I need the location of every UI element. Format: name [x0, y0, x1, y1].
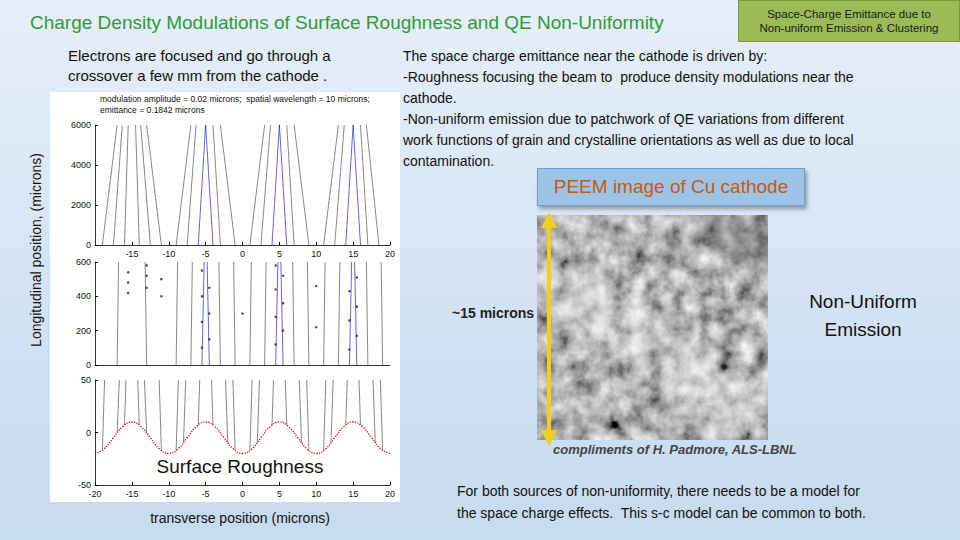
svg-text:2000: 2000 [71, 200, 91, 210]
svg-text:modulation amplitude = 0.02 mi: modulation amplitude = 0.02 microns; spa… [100, 94, 370, 104]
svg-text:15: 15 [348, 489, 358, 499]
html-text:Longitudinal position, (micron: Longitudinal position, (microns) [28, 153, 44, 347]
html-text:For both sources of non-unifor: For both sources of non-uniformity, ther… [457, 483, 860, 499]
html-text:The space charge emittance nea: The space charge emittance near the cath… [403, 48, 768, 64]
html-text:transverse position (microns): transverse position (microns) [150, 510, 330, 526]
svg-text:-10: -10 [162, 489, 175, 499]
svg-text:-10: -10 [162, 249, 175, 259]
svg-text:0: 0 [86, 360, 91, 370]
svg-text:200: 200 [76, 326, 91, 336]
svg-text:20: 20 [385, 249, 395, 259]
svg-text:-15: -15 [125, 489, 138, 499]
html-text:contamination.: contamination. [403, 153, 495, 169]
svg-text:-5: -5 [202, 489, 210, 499]
html-text:Electrons are focused and go t: Electrons are focused and go through a [68, 47, 331, 64]
svg-text:10: 10 [311, 489, 321, 499]
svg-text:6000: 6000 [71, 120, 91, 130]
html-text:crossover a few mm from the ca: crossover a few mm from the cathode . [68, 67, 328, 84]
html-text:PEEM image of Cu cathode: PEEM image of Cu cathode [553, 176, 789, 197]
svg-text:-20: -20 [88, 489, 101, 499]
html-text:cathode.: cathode. [403, 90, 457, 106]
html-text:~15 microns: ~15 microns [452, 305, 535, 321]
svg-text:20: 20 [385, 489, 395, 499]
html-text:Space-Charge Emittance due to: Space-Charge Emittance due to [767, 8, 931, 20]
html-text:-Roughness focusing the beam t: -Roughness focusing the beam to produce … [403, 69, 854, 85]
html-text:Surface Roughness: Surface Roughness [156, 456, 324, 477]
svg-text:5: 5 [277, 489, 282, 499]
html-text:Charge Density Modulations of: Charge Density Modulations of Surface Ro… [30, 12, 664, 33]
svg-text:50: 50 [81, 375, 91, 385]
html-text:-Non-uniform emission due to p: -Non-uniform emission due to patchwork o… [403, 111, 844, 127]
html-text:Non-Uniform: Non-Uniform [809, 291, 917, 312]
svg-text:0: 0 [86, 428, 91, 438]
svg-text:5: 5 [277, 249, 282, 259]
html-text:Emission: Emission [824, 319, 902, 340]
svg-text:15: 15 [348, 249, 358, 259]
svg-text:-5: -5 [202, 249, 210, 259]
html-text:Non-uniform Emission & Cluster: Non-uniform Emission & Clustering [759, 22, 939, 34]
svg-text:-50: -50 [78, 480, 91, 490]
svg-text:400: 400 [76, 291, 91, 301]
svg-text:0: 0 [240, 489, 245, 499]
svg-text:4000: 4000 [71, 160, 91, 170]
html-text:work functions of grain and cr: work functions of grain and crystalline … [403, 132, 854, 148]
svg-text:0: 0 [240, 249, 245, 259]
html-text:the space charge effects. This: the space charge effects. This s-c model… [457, 505, 866, 521]
html-text:compliments of H. Padmore, ALS: compliments of H. Padmore, ALS-LBNL [553, 442, 797, 457]
svg-text:600: 600 [76, 257, 91, 267]
svg-text:emittance = 0.1842 microns: emittance = 0.1842 microns [100, 105, 205, 115]
svg-text:-15: -15 [125, 249, 138, 259]
svg-text:0: 0 [86, 240, 91, 250]
svg-text:10: 10 [311, 249, 321, 259]
